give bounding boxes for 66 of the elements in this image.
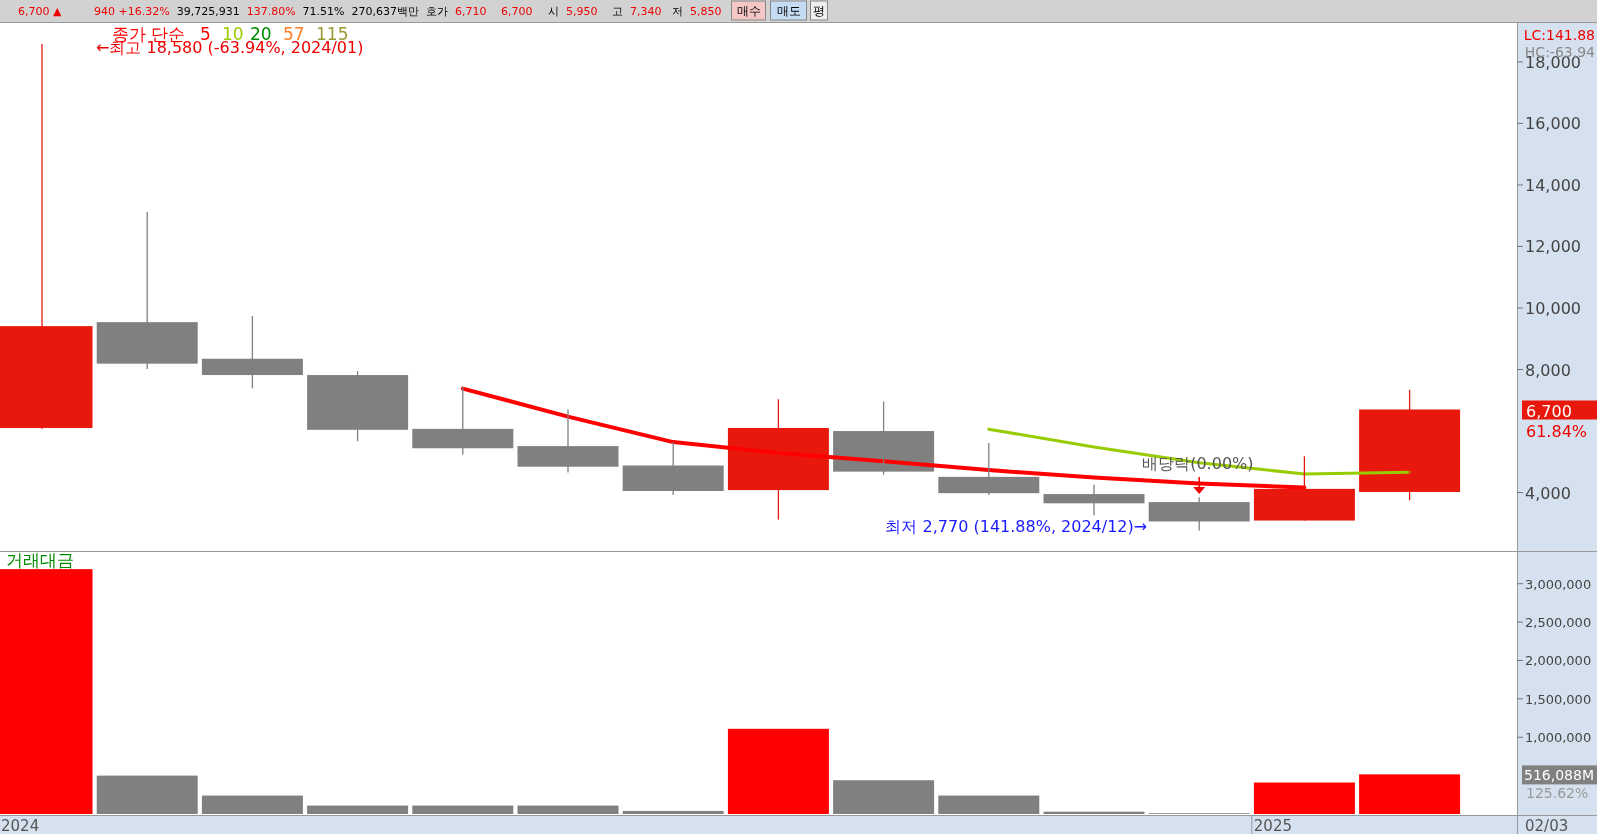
text: 저 [672,5,683,18]
text: 516,088M [1524,767,1594,784]
text: 39,725,931 [176,5,240,18]
y-tick-label: 1,500,000 [1525,691,1592,707]
text: 5 [200,24,211,44]
text: 61.84% [1526,421,1588,441]
y-tick-label: 1,000,000 [1525,730,1592,746]
text: 고 [612,5,623,18]
candlestick [622,441,724,496]
candlestick [1148,496,1250,532]
text: 시 [548,5,559,18]
text: 5,850 [690,5,722,18]
candlestick [412,386,514,456]
text: 7,340 [630,5,662,18]
text: 940 +16.32% [94,5,170,18]
candlestick [938,442,1040,496]
y-tick-label: 14,000 [1525,175,1581,195]
candlestick [517,408,619,474]
chart-title: 거래대금 [6,550,74,570]
y-tick-label: 10,000 [1525,298,1581,318]
annotation: 최저 2,770 (141.88%, 2024/12)→ [885,517,1148,537]
text: 평 [813,4,825,18]
bar [622,810,724,814]
text: 6,710 [455,5,487,18]
line-series [460,386,1307,490]
y-tick-label: 16,000 [1525,114,1581,134]
bar [307,805,409,814]
text: 71.51% [302,5,345,18]
candlestick [307,370,409,442]
bar [727,728,829,814]
bar [517,805,619,814]
y-tick-label: 4,000 [1525,483,1571,503]
candlestick [833,400,935,476]
text: 6,700 [501,5,533,18]
x-tick-label: 2024 [1,817,40,834]
candlestick [1359,389,1461,501]
y-tick-label: 3,000,000 [1525,576,1592,592]
y-tick-label: 2,500,000 [1525,615,1592,631]
text: 270,637백만 [351,5,420,18]
bar [1253,782,1355,814]
text: 6,700 [1526,401,1572,421]
bar [201,795,303,814]
x-tick-label: 2025 [1253,817,1292,834]
candlestick [1043,484,1145,516]
line-series [987,427,1412,476]
text: 호가 [426,5,449,18]
y-tick-label: 8,000 [1525,360,1571,380]
bar [938,795,1040,814]
candlestick [96,211,198,370]
text: 매도 [776,4,801,18]
text: 02/03 [1525,817,1569,834]
text: 5,950 [566,5,598,18]
candlestick [727,398,829,521]
y-tick-label: 12,000 [1525,237,1581,257]
text: 매수 [736,4,761,18]
bar [412,805,514,814]
bar [1359,774,1461,814]
candlestick [1253,455,1355,522]
y-tick-label: 2,000,000 [1525,653,1592,669]
bar [96,775,198,814]
text: 137.80% [246,5,296,18]
candlestick [201,315,303,389]
text: 6,700 ▲ [18,5,62,18]
text: 125.62% [1526,785,1589,802]
bar [833,780,935,814]
text: LC:141.88 [1523,27,1595,43]
